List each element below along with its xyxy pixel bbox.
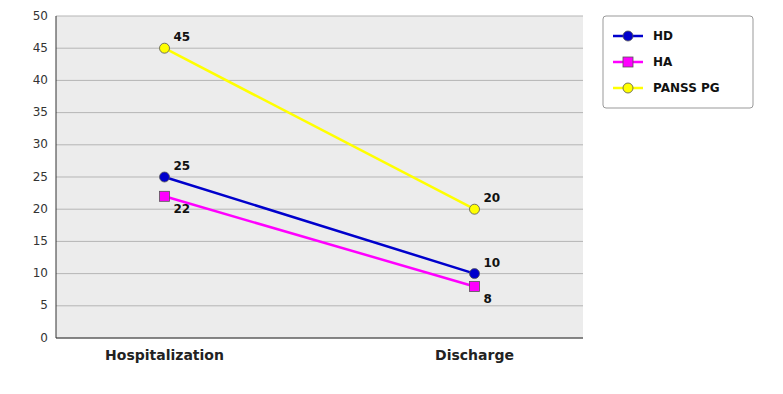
series-line <box>165 48 475 209</box>
data-label: 45 <box>174 30 191 44</box>
legend-marker <box>623 83 633 93</box>
y-tick-label: 50 <box>33 9 48 23</box>
y-tick-label: 20 <box>33 202 48 216</box>
legend-box <box>603 16 753 108</box>
grid-line <box>56 273 583 274</box>
legend-label: HA <box>653 55 673 69</box>
x-tick-label: Hospitalization <box>105 347 224 363</box>
grid-line <box>56 338 583 339</box>
plot-background <box>56 16 583 338</box>
x-tick-label: Discharge <box>435 347 514 363</box>
data-label: 20 <box>484 191 501 205</box>
y-tick-label: 15 <box>33 234 48 248</box>
chart-container: 0 5 10 15 20 25 30 35 40 45 50 Hospitalization Disch… <box>0 0 783 394</box>
legend-marker <box>623 57 633 67</box>
y-tick-label: 30 <box>33 137 48 151</box>
y-tick-label: 25 <box>33 170 48 184</box>
grid-line <box>56 48 583 49</box>
legend: HD HA PANSS PG <box>603 16 753 108</box>
point-marker <box>470 269 480 279</box>
data-label: 10 <box>484 256 501 270</box>
point-marker <box>470 204 480 214</box>
grid-line <box>56 305 583 306</box>
point-marker <box>160 43 170 53</box>
legend-label: HD <box>653 29 673 43</box>
grid-line <box>56 209 583 210</box>
series-line <box>165 196 475 286</box>
point-marker <box>160 172 170 182</box>
grid-line <box>56 80 583 81</box>
plot-area <box>160 43 480 291</box>
series-line <box>165 177 475 274</box>
legend-marker <box>623 31 633 41</box>
point-marker <box>470 281 480 291</box>
y-tick-label: 40 <box>33 73 48 87</box>
data-label: 22 <box>174 202 191 216</box>
data-label: 25 <box>174 159 191 173</box>
y-tick-label: 0 <box>40 331 48 345</box>
legend-label: PANSS PG <box>653 81 720 95</box>
point-marker <box>160 191 170 201</box>
grid-line <box>56 177 583 178</box>
x-axis-line <box>56 338 583 339</box>
y-tick-label: 45 <box>33 41 48 55</box>
grid-line <box>56 144 583 145</box>
y-tick-label: 35 <box>33 105 48 119</box>
data-label: 8 <box>484 292 492 306</box>
chart: 0 5 10 15 20 25 30 35 40 45 50 Hospitalization Disch… <box>0 0 783 394</box>
grid-line <box>56 112 583 113</box>
grid-line <box>56 16 583 17</box>
y-tick-label: 5 <box>40 298 48 312</box>
y-tick-label: 10 <box>33 266 48 280</box>
y-axis-line <box>56 16 57 338</box>
